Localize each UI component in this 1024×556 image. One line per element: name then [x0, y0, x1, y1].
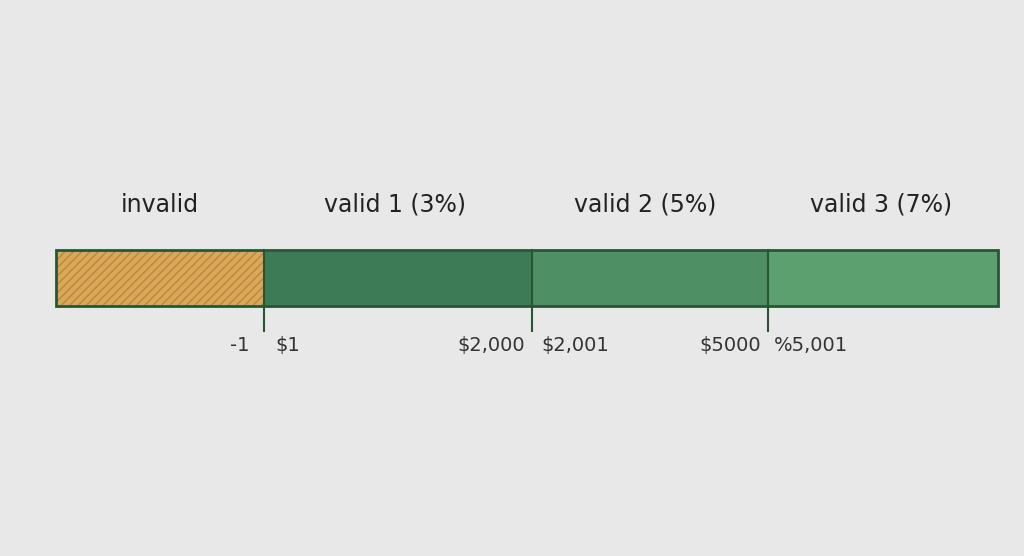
- Text: -1: -1: [230, 336, 250, 355]
- Text: valid 2 (5%): valid 2 (5%): [573, 193, 717, 217]
- Bar: [532, 250, 768, 306]
- Bar: [263, 250, 532, 306]
- Text: %5,001: %5,001: [774, 336, 848, 355]
- Text: $5000: $5000: [699, 336, 761, 355]
- Bar: [768, 250, 998, 306]
- Text: $2,000: $2,000: [458, 336, 525, 355]
- Bar: [56, 250, 263, 306]
- Text: $1: $1: [274, 336, 300, 355]
- Text: $2,001: $2,001: [542, 336, 609, 355]
- Bar: [56, 250, 998, 306]
- Bar: [56, 250, 263, 306]
- Text: valid 1 (3%): valid 1 (3%): [325, 193, 467, 217]
- Text: valid 3 (7%): valid 3 (7%): [810, 193, 951, 217]
- Text: invalid: invalid: [121, 193, 199, 217]
